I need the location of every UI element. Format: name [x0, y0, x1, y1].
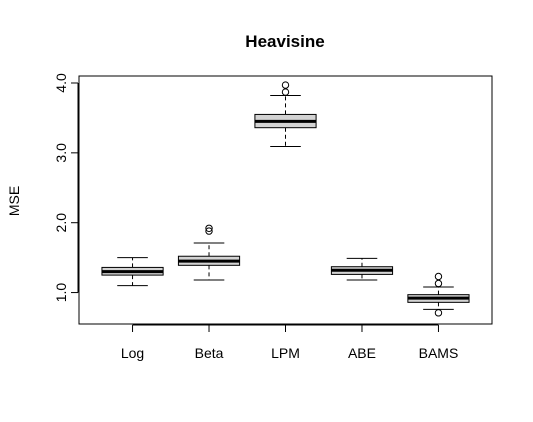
x-tick-label: BAMS	[419, 345, 459, 361]
box-lpm	[254, 81, 317, 148]
outlier-point	[281, 88, 290, 96]
box-bams	[407, 272, 470, 317]
outlier-point	[434, 309, 443, 317]
box-log	[101, 257, 164, 287]
x-axis: Log Beta LPM ABE BAMS	[121, 324, 459, 361]
outlier-point	[281, 81, 290, 89]
y-tick-label: 3.0	[53, 143, 69, 163]
box-abe	[330, 257, 394, 281]
boxes	[101, 81, 470, 317]
box-beta	[177, 224, 241, 281]
y-tick-label: 1.0	[53, 283, 69, 303]
outlier-point	[434, 272, 443, 281]
chart-title: Heavisine	[245, 32, 324, 51]
outlier-point	[434, 279, 443, 288]
x-tick-label: Log	[121, 345, 144, 361]
y-tick-label: 4.0	[53, 73, 69, 93]
x-tick-label: Beta	[195, 345, 224, 361]
y-tick-label: 2.0	[53, 213, 69, 233]
y-axis: 1.0 2.0 3.0 4.0	[53, 73, 79, 303]
x-tick-label: LPM	[271, 345, 300, 361]
outlier-point	[205, 227, 213, 235]
x-tick-label: ABE	[348, 345, 376, 361]
y-axis-label: MSE	[6, 186, 22, 216]
outlier-point	[205, 224, 213, 232]
plot-frame	[78, 75, 493, 325]
